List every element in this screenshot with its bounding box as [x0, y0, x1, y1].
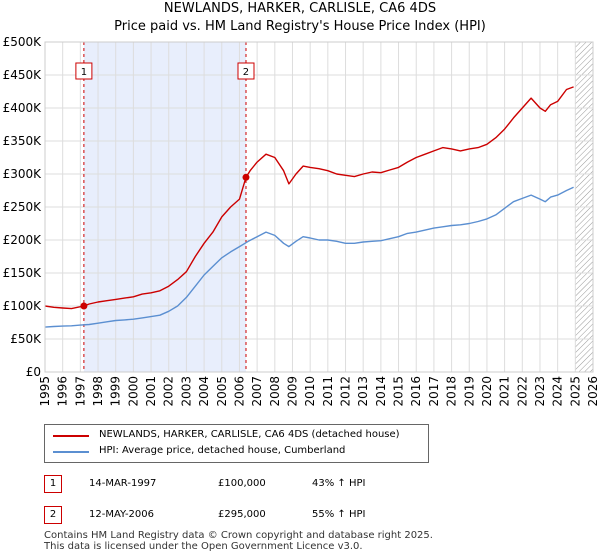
sale-number-box	[237, 62, 255, 80]
transaction-price: £100,000	[218, 478, 266, 489]
y-tick-label: £450K	[3, 68, 43, 82]
transaction-hpi: 55% ↑ HPI	[312, 509, 366, 520]
chart-subtitle: Price paid vs. HM Land Registry's House …	[114, 19, 486, 34]
x-tick-label: 2016	[409, 376, 423, 407]
x-tick-label: 2005	[215, 376, 229, 407]
transaction-price: £295,000	[218, 509, 266, 520]
y-tick-label: £50K	[10, 332, 42, 346]
x-tick-label: 2022	[515, 376, 529, 407]
x-tick-label: 2000	[126, 376, 140, 407]
legend-red-swatch	[53, 435, 89, 437]
x-tick-label: 2012	[339, 376, 353, 407]
x-tick-label: 2015	[392, 376, 406, 407]
x-tick-label: 2026	[586, 376, 600, 407]
x-tick-label: 1999	[109, 376, 123, 407]
x-tick-label: 2009	[285, 376, 299, 407]
footer-line-1: Contains HM Land Registry data © Crown c…	[44, 530, 433, 541]
chart: £0 £50K £100K £150K £200K £250K £300K £350K £400…	[3, 35, 600, 407]
legend-blue-swatch	[53, 451, 89, 453]
y-tick-label: £0	[26, 365, 41, 379]
transaction-number-badge: 1	[44, 475, 62, 493]
legend: NEWLANDS, HARKER, CARLISLE, CA6 4DS (det…	[44, 424, 429, 463]
x-tick-label: 2001	[144, 376, 158, 407]
plot-frame	[44, 41, 594, 373]
y-tick-label: £150K	[3, 266, 43, 280]
y-tick-label: £300K	[3, 167, 43, 181]
y-tick-label: £250K	[3, 200, 43, 214]
transaction-row: 1 14-MAR-1997 £100,000 43% ↑ HPI	[44, 473, 564, 493]
x-tick-label: 2006	[232, 376, 246, 407]
y-tick-label: £350K	[3, 134, 43, 148]
sale-number-label: 2	[243, 67, 249, 78]
x-tick-label: 2007	[250, 376, 264, 407]
x-tick-label: 2024	[551, 376, 565, 407]
x-tick-label: 1995	[38, 376, 52, 407]
y-tick-label: £200K	[3, 233, 43, 247]
footer: Contains HM Land Registry data © Crown c…	[44, 530, 433, 552]
y-tick-label: £100K	[3, 299, 43, 313]
x-tick-label: 2019	[462, 376, 476, 407]
legend-blue-label: HPI: Average price, detached house, Cumb…	[99, 445, 346, 456]
sale-point	[242, 173, 250, 181]
sale-number-box	[75, 62, 93, 80]
x-tick-label: 2014	[374, 376, 388, 407]
transaction-row: 2 12-MAY-2006 £295,000 55% ↑ HPI	[44, 504, 564, 524]
x-tick-label: 1998	[91, 376, 105, 407]
x-tick-label: 1997	[73, 376, 87, 407]
x-tick-label: 2025	[568, 376, 582, 407]
transaction-date: 14-MAR-1997	[89, 478, 157, 489]
transaction-hpi: 43% ↑ HPI	[312, 478, 366, 489]
series-line-hpi	[44, 186, 574, 328]
x-tick-label: 2004	[197, 376, 211, 407]
x-tick-label: 1996	[56, 376, 70, 407]
y-tick-label: £400K	[3, 101, 43, 115]
x-tick-label: 2017	[427, 376, 441, 407]
y-tick-label: £500K	[3, 35, 43, 49]
legend-red-label: NEWLANDS, HARKER, CARLISLE, CA6 4DS (det…	[99, 429, 400, 440]
x-tick-label: 2021	[498, 376, 512, 407]
x-tick-label: 2020	[480, 376, 494, 407]
footer-line-2: This data is licensed under the Open Gov…	[44, 541, 363, 552]
chart-title: NEWLANDS, HARKER, CARLISLE, CA6 4DS	[163, 1, 437, 16]
transaction-number-badge: 2	[44, 506, 62, 524]
transaction-date: 12-MAY-2006	[89, 509, 155, 520]
x-tick-label: 2013	[356, 376, 370, 407]
sale-number-label: 1	[81, 67, 87, 78]
sale-point	[80, 302, 88, 310]
x-tick-label: 2011	[321, 376, 335, 407]
x-tick-label: 2018	[445, 376, 459, 407]
x-tick-label: 2023	[533, 376, 547, 407]
x-tick-label: 2008	[268, 376, 282, 407]
series-line-property	[44, 86, 574, 310]
x-tick-label: 2003	[179, 376, 193, 407]
x-tick-label: 2010	[303, 376, 317, 407]
x-tick-label: 2002	[162, 376, 176, 407]
